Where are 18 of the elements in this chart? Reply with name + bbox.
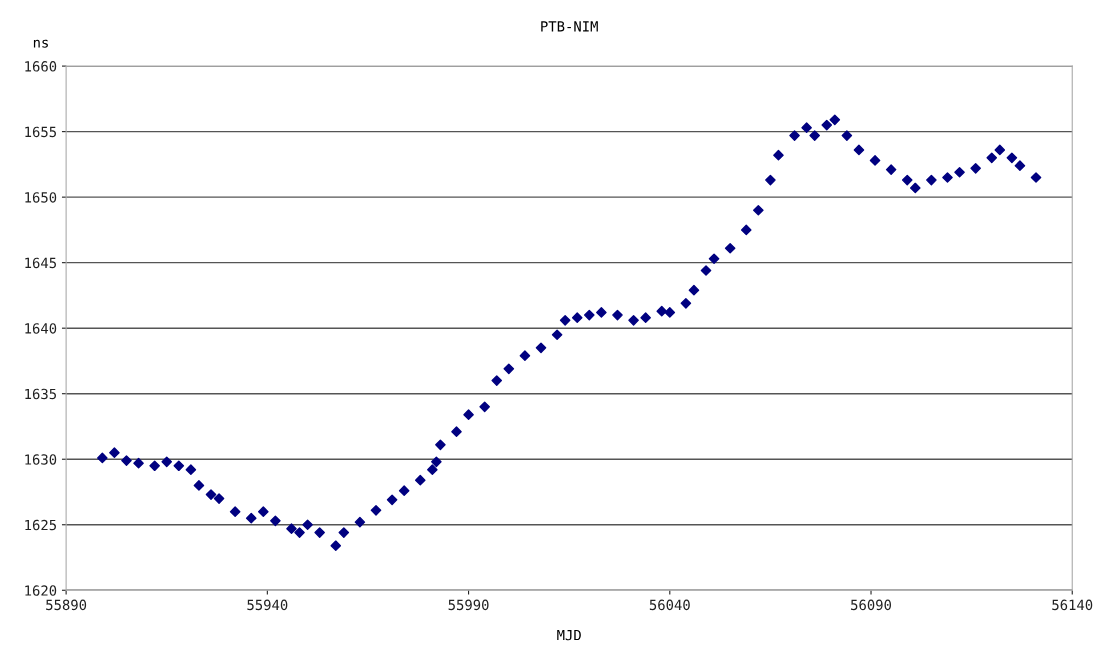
y-tick-label: 1640 xyxy=(25,323,57,334)
y-tick-label: 1625 xyxy=(25,519,56,531)
x-tick-label: 55890 xyxy=(46,599,87,611)
x-tick-label: 56040 xyxy=(649,599,690,611)
x-tick-label: 56140 xyxy=(1052,599,1093,611)
x-axis-title: MJD xyxy=(557,629,581,641)
y-tick-label: 1645 xyxy=(25,257,56,269)
y-tick-label: 1635 xyxy=(25,388,56,400)
chart-title: PTB-NIM xyxy=(541,21,598,32)
y-tick-label: 1650 xyxy=(25,192,57,203)
x-tick-label: 55990 xyxy=(448,599,489,611)
y-axis-title: ns xyxy=(33,39,48,48)
y-tick-label: 1655 xyxy=(25,126,56,138)
y-tick-label: 1620 xyxy=(25,585,57,596)
y-tick-label: 1660 xyxy=(25,61,57,72)
y-tick-label: 1630 xyxy=(25,454,57,465)
x-tick-label: 55940 xyxy=(247,599,288,611)
x-tick-label: 56090 xyxy=(851,599,892,611)
